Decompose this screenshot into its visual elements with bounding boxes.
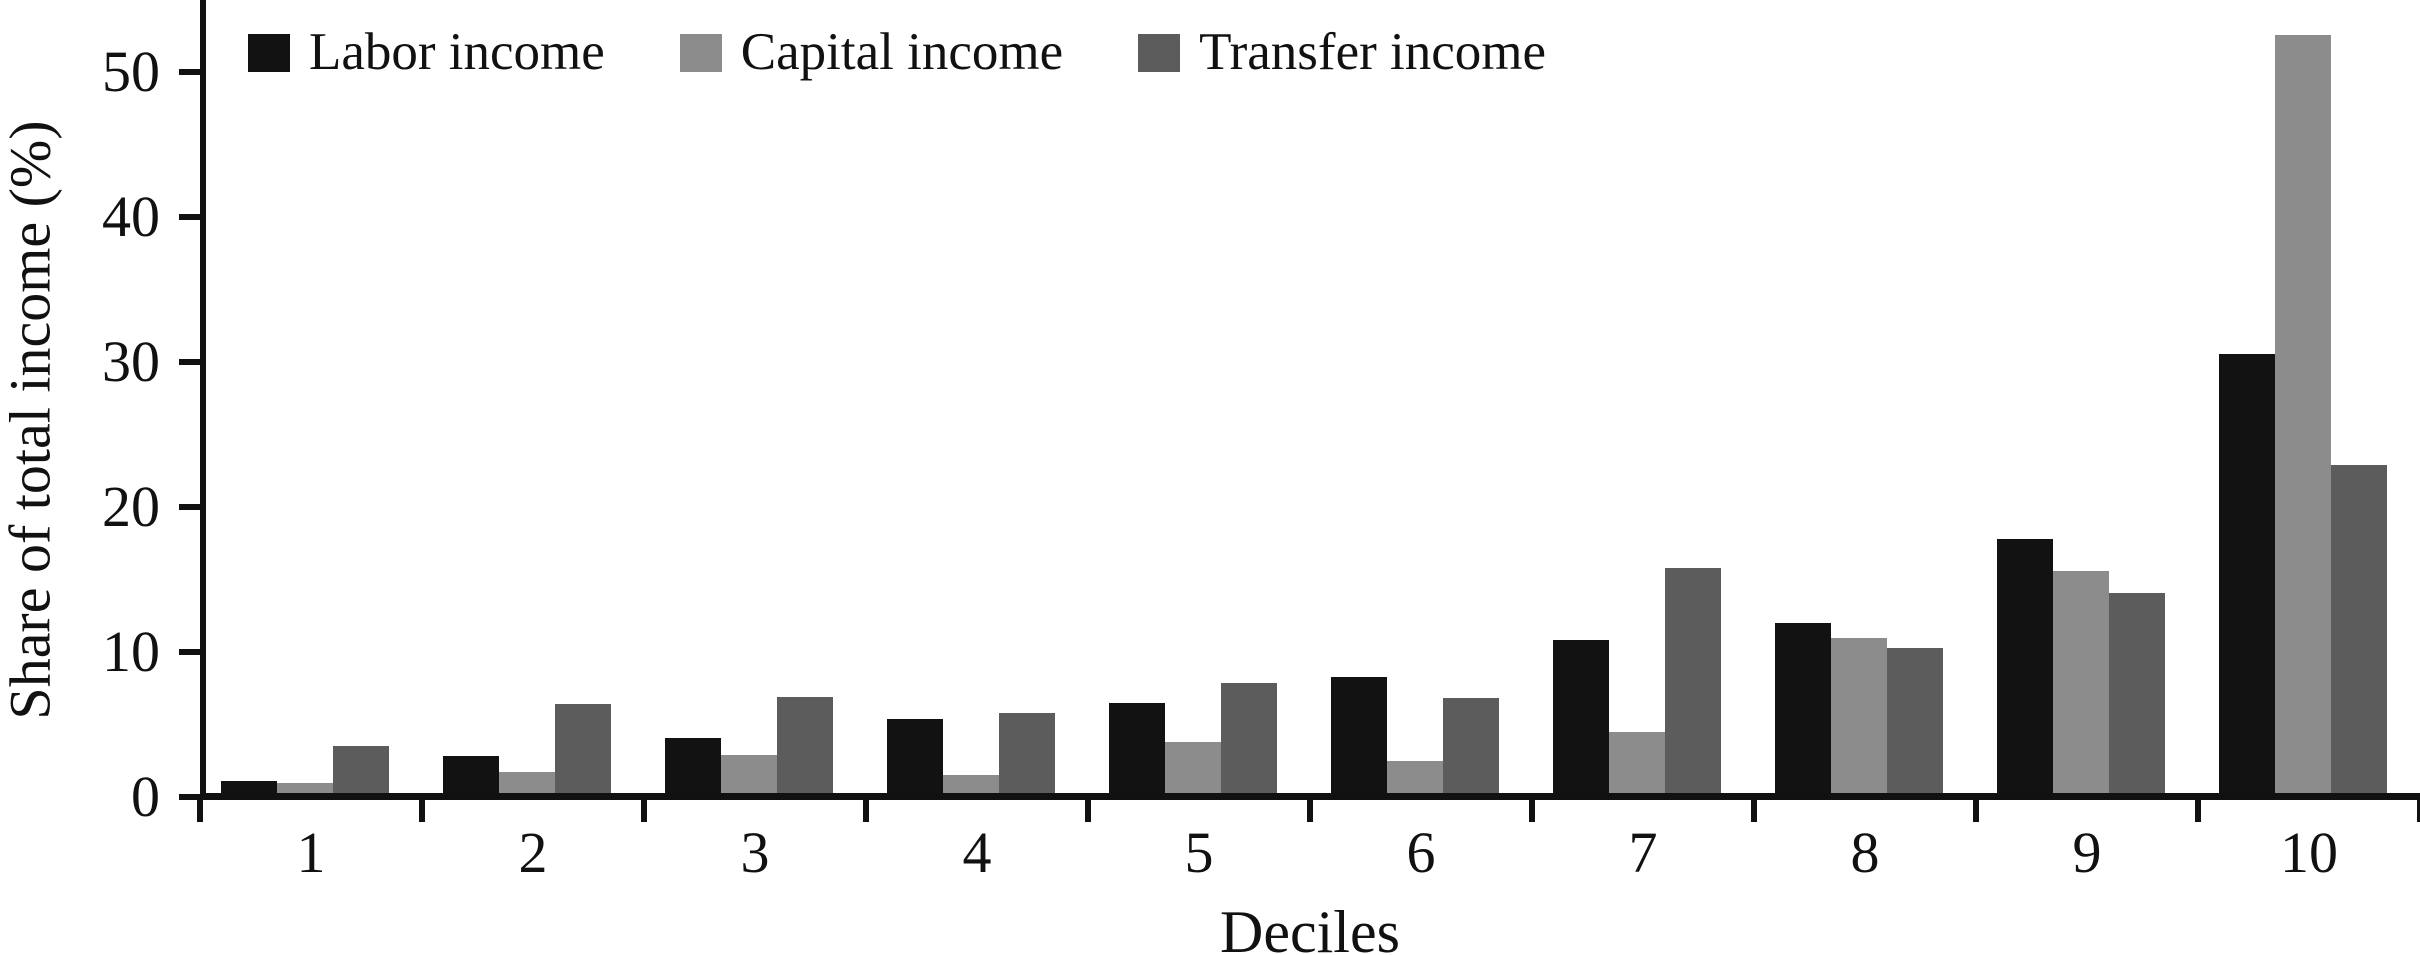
bar-transfer-income-decile-8 bbox=[1887, 648, 1943, 797]
bar-capital-income-decile-6 bbox=[1387, 761, 1443, 797]
bar-capital-income-decile-7 bbox=[1609, 732, 1665, 797]
legend-swatch-capital-income bbox=[679, 33, 722, 72]
legend-item-labor-income: Labor income bbox=[248, 26, 605, 79]
bar-transfer-income-decile-2 bbox=[555, 704, 611, 797]
legend-swatch-labor-income bbox=[248, 33, 290, 72]
y-tick-label-0: 0 bbox=[131, 764, 160, 829]
x-axis-line bbox=[200, 793, 2420, 800]
x-tick-label-4: 4 bbox=[962, 820, 992, 885]
x-tick-label-9: 9 bbox=[2072, 820, 2102, 885]
y-tick-label-30: 30 bbox=[102, 329, 160, 395]
bar-capital-income-decile-9 bbox=[2053, 571, 2109, 797]
y-tick-label-40: 40 bbox=[102, 184, 160, 250]
bar-capital-income-decile-10 bbox=[2275, 35, 2331, 797]
bar-labor-income-decile-10 bbox=[2219, 354, 2275, 797]
plot-area bbox=[200, 0, 2420, 797]
bar-transfer-income-decile-4 bbox=[999, 713, 1055, 797]
legend-label-labor-income: Labor income bbox=[309, 23, 605, 81]
bar-capital-income-decile-4 bbox=[943, 775, 999, 797]
x-tick-mark-6 bbox=[1529, 798, 1535, 822]
x-tick-label-5: 5 bbox=[1184, 820, 1214, 885]
bar-transfer-income-decile-9 bbox=[2109, 593, 2165, 797]
bar-transfer-income-decile-5 bbox=[1221, 683, 1277, 797]
x-tick-mark-0 bbox=[197, 798, 203, 822]
y-tick-label-10: 10 bbox=[102, 619, 160, 685]
bar-labor-income-decile-2 bbox=[443, 756, 499, 797]
legend-label-capital-income: Capital income bbox=[740, 23, 1064, 81]
x-tick-label-8: 8 bbox=[1850, 820, 1880, 885]
y-tick-label-20: 20 bbox=[102, 474, 160, 540]
x-tick-label-10: 10 bbox=[2280, 820, 2338, 885]
bar-labor-income-decile-6 bbox=[1331, 677, 1387, 797]
x-tick-mark-3 bbox=[863, 798, 869, 822]
legend-swatch-transfer-income bbox=[1138, 33, 1181, 72]
bar-labor-income-decile-8 bbox=[1775, 623, 1831, 797]
bar-labor-income-decile-5 bbox=[1109, 703, 1165, 797]
x-axis-title: Deciles bbox=[1220, 899, 1400, 955]
legend-item-transfer-income: Transfer income bbox=[1138, 26, 1546, 79]
legend-item-capital-income: Capital income bbox=[679, 23, 1064, 81]
bar-capital-income-decile-5 bbox=[1165, 742, 1221, 797]
x-tick-mark-2 bbox=[641, 798, 647, 822]
x-tick-label-1: 1 bbox=[296, 820, 326, 885]
bar-transfer-income-decile-3 bbox=[777, 697, 833, 797]
x-tick-mark-7 bbox=[1751, 798, 1757, 822]
x-tick-mark-1 bbox=[419, 798, 425, 822]
bar-labor-income-decile-4 bbox=[887, 719, 943, 797]
bar-transfer-income-decile-10 bbox=[2331, 465, 2387, 797]
y-tick-mark-30 bbox=[179, 359, 206, 366]
bar-labor-income-decile-9 bbox=[1997, 539, 2053, 797]
y-tick-label-50: 50 bbox=[102, 39, 160, 105]
x-tick-label-6: 6 bbox=[1406, 820, 1436, 885]
bar-transfer-income-decile-6 bbox=[1443, 698, 1499, 797]
bar-capital-income-decile-3 bbox=[721, 755, 777, 797]
bar-transfer-income-decile-7 bbox=[1665, 568, 1721, 797]
x-tick-mark-4 bbox=[1085, 798, 1091, 822]
x-tick-label-3: 3 bbox=[740, 820, 770, 885]
x-tick-mark-10 bbox=[2417, 798, 2420, 822]
bar-labor-income-decile-3 bbox=[665, 738, 721, 797]
x-tick-mark-9 bbox=[2195, 798, 2201, 822]
bar-capital-income-decile-2 bbox=[499, 772, 555, 797]
x-tick-mark-5 bbox=[1307, 798, 1313, 822]
y-tick-mark-40 bbox=[179, 214, 206, 221]
bar-capital-income-decile-8 bbox=[1831, 638, 1887, 797]
y-tick-mark-0 bbox=[179, 794, 206, 800]
y-axis-line bbox=[200, 0, 206, 800]
bar-transfer-income-decile-1 bbox=[333, 746, 389, 797]
y-tick-mark-50 bbox=[179, 69, 206, 76]
y-tick-mark-10 bbox=[179, 649, 206, 656]
y-tick-mark-20 bbox=[179, 504, 206, 511]
legend-label-transfer-income: Transfer income bbox=[1199, 23, 1547, 81]
x-tick-label-2: 2 bbox=[518, 820, 548, 885]
bar-labor-income-decile-7 bbox=[1553, 640, 1609, 797]
x-tick-mark-8 bbox=[1973, 798, 1979, 822]
x-tick-label-7: 7 bbox=[1628, 820, 1658, 885]
legend: Labor income Capital income Transfer incom… bbox=[248, 26, 1546, 79]
